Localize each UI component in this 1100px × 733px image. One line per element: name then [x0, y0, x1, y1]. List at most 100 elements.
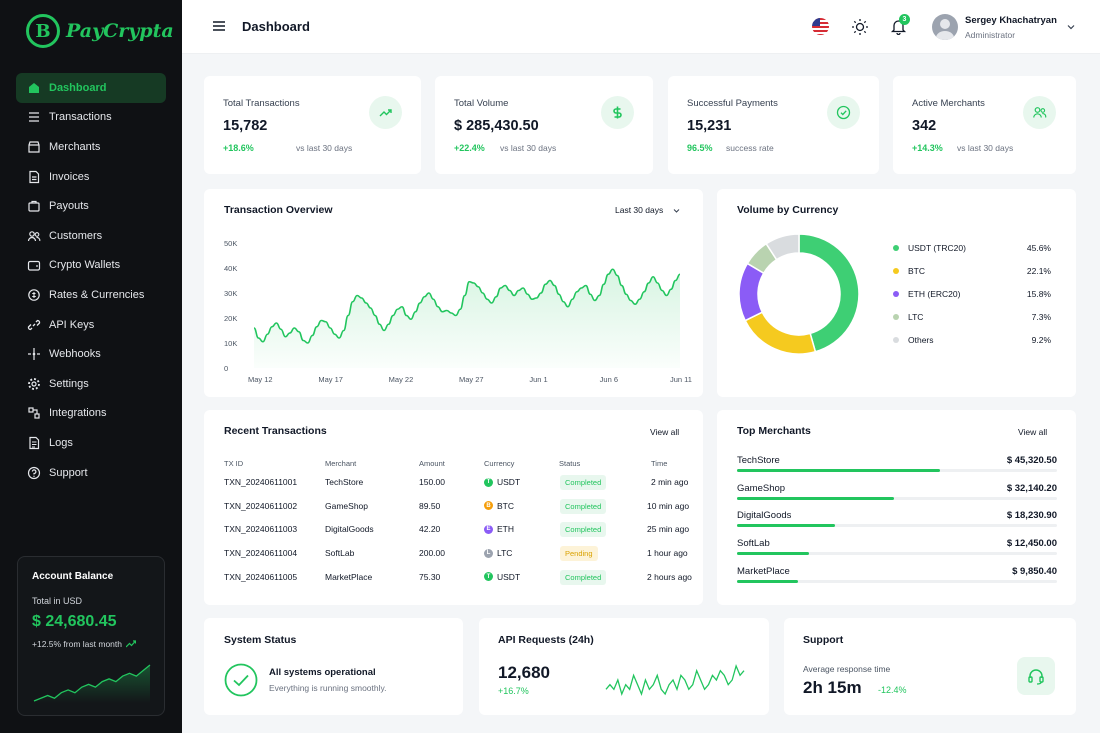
- table-row[interactable]: TXN_20240611004 SoftLab 200.00 L LTC Pending 1…: [204, 544, 704, 564]
- merchant-row[interactable]: TechStore $ 45,320.50: [737, 455, 1057, 483]
- date-range-value: Last 30 days: [615, 205, 664, 215]
- merchants-view-all-link[interactable]: View all: [1018, 427, 1048, 437]
- table-row[interactable]: TXN_20240611005 MarketPlace 75.30 T USDT Comp…: [204, 568, 704, 588]
- merchant-row[interactable]: DigitalGoods $ 18,230.90: [737, 510, 1057, 538]
- balance-change: +12.5% from last month: [32, 639, 150, 649]
- sidebar-item-webhooks[interactable]: Webhooks: [16, 339, 166, 369]
- sidebar-item-rates-currencies[interactable]: Rates & Currencies: [16, 280, 166, 310]
- sidebar-item-dashboard[interactable]: Dashboard: [16, 73, 166, 103]
- check-circle-icon: [224, 663, 258, 697]
- merchant-name: DigitalGoods: [737, 510, 792, 522]
- sidebar-item-customers[interactable]: Customers: [16, 221, 166, 251]
- theme-toggle-sun-icon[interactable]: [851, 18, 869, 36]
- tx-currency: B BTC: [484, 501, 514, 511]
- merchant-progress-track: [737, 524, 1057, 528]
- tx-amount: 150.00: [419, 477, 445, 487]
- tx-time: 2 hours ago: [647, 571, 692, 582]
- sidebar-item-support[interactable]: Support: [16, 458, 166, 488]
- check-circle-icon: [827, 96, 860, 129]
- legend-label: ETH (ERC20): [908, 289, 961, 299]
- legend-label: BTC: [908, 266, 925, 276]
- x-tick-label: Jun 6: [600, 375, 618, 384]
- account-balance-card: Account Balance Total in USD $ 24,680.45…: [17, 556, 165, 716]
- y-tick-label: 30K: [224, 289, 237, 298]
- table-row[interactable]: TXN_20240611002 GameShop 89.50 B BTC Complete…: [204, 497, 704, 517]
- tx-merchant: TechStore: [325, 477, 364, 487]
- x-tick-label: May 17: [318, 375, 343, 384]
- recent-view-all-link[interactable]: View all: [650, 427, 680, 437]
- sidebar-item-logs[interactable]: Logs: [16, 428, 166, 458]
- legend-item: LTC 7.3%: [893, 310, 1051, 324]
- sidebar-item-transactions[interactable]: Transactions: [16, 103, 166, 133]
- stat-label: Total Volume: [454, 98, 509, 109]
- sidebar-item-settings[interactable]: Settings: [16, 369, 166, 399]
- series-line: [253, 268, 681, 344]
- tx-id: TXN_20240611003: [224, 524, 298, 535]
- sidebar-item-label: Dashboard: [49, 81, 107, 94]
- sidebar-item-merchants[interactable]: Merchants: [16, 132, 166, 162]
- stat-label: Successful Payments: [687, 98, 778, 109]
- stat-change: +18.6%: [223, 143, 254, 153]
- sidebar-item-payouts[interactable]: Payouts: [16, 191, 166, 221]
- legend-item: ETH (ERC20) 15.8%: [893, 287, 1051, 301]
- user-name[interactable]: Sergey Khachatryan: [965, 15, 1057, 26]
- sidebar-item-api-keys[interactable]: API Keys: [16, 310, 166, 340]
- merchant-row[interactable]: SoftLab $ 12,450.00: [737, 538, 1057, 566]
- tx-id: TXN_20240611002: [224, 500, 298, 511]
- balance-amount: $ 24,680.45: [32, 613, 117, 630]
- menu-icon[interactable]: [212, 19, 226, 33]
- legend-label: USDT (TRC20): [908, 243, 966, 253]
- notification-count-badge: 3: [899, 14, 910, 25]
- webhook-icon: [27, 347, 41, 361]
- sidebar-item-crypto-wallets[interactable]: Crypto Wallets: [16, 251, 166, 281]
- balance-subtitle: Total in USD: [32, 596, 83, 606]
- tx-currency: L LTC: [484, 548, 512, 558]
- status-badge: Completed: [560, 498, 607, 514]
- transaction-overview-chart: 50K 40K 30K 20K 10K 0 May 12 May 17 May 22 May 27…: [224, 239, 692, 384]
- tx-time: 1 hour ago: [647, 548, 688, 559]
- sidebar-item-integrations[interactable]: Integrations: [16, 399, 166, 429]
- sidebar-item-invoices[interactable]: Invoices: [16, 162, 166, 192]
- merchant-amount: $ 18,230.90: [1006, 510, 1057, 522]
- merchant-row[interactable]: MarketPlace $ 9,850.40: [737, 566, 1057, 594]
- tx-time: 25 min ago: [647, 524, 690, 535]
- date-range-select[interactable]: Last 30 days: [615, 205, 680, 215]
- transaction-overview-title: Transaction Overview: [224, 204, 333, 216]
- status-badge: Completed: [560, 522, 607, 538]
- tx-id: TXN_20240611004: [224, 548, 298, 559]
- us-flag-icon[interactable]: [812, 18, 829, 35]
- tx-merchant: DigitalGoods: [325, 524, 374, 535]
- sidebar-item-label: Support: [49, 466, 88, 479]
- x-tick-label: May 27: [459, 375, 484, 384]
- legend-swatch: [893, 245, 899, 251]
- store-icon: [27, 140, 41, 154]
- brand-logo[interactable]: B PayCrypta: [26, 14, 174, 48]
- currency-code: LTC: [497, 548, 513, 559]
- balance-sparkline: [33, 664, 151, 703]
- legend-value: 15.8%: [1026, 289, 1051, 299]
- support-response-change: -12.4%: [878, 685, 907, 695]
- user-avatar[interactable]: [932, 14, 958, 40]
- merchant-progress-fill: [737, 496, 894, 500]
- x-tick-label: Jun 1: [529, 375, 547, 384]
- plug-icon: [27, 406, 41, 420]
- table-row[interactable]: TXN_20240611003 DigitalGoods 42.20 E ETH Comp…: [204, 520, 704, 540]
- merchant-progress-fill: [737, 524, 835, 528]
- stat-note: vs last 30 days: [957, 143, 1014, 153]
- y-tick-label: 40K: [224, 264, 237, 273]
- merchant-progress-fill: [737, 469, 941, 472]
- table-row[interactable]: TXN_20240611001 TechStore 150.00 T USDT Compl…: [204, 473, 704, 493]
- stat-label: Active Merchants: [912, 98, 985, 109]
- merchant-row[interactable]: GameShop $ 32,140.20: [737, 483, 1057, 511]
- stat-change: 96.5%: [687, 143, 713, 153]
- headset-icon: [1028, 669, 1044, 685]
- tx-time: 10 min ago: [647, 500, 690, 511]
- top-merchants-title: Top Merchants: [737, 425, 811, 437]
- chevron-down-icon[interactable]: [1066, 22, 1076, 32]
- trending-up-icon: [369, 96, 402, 129]
- sidebar-item-label: Merchants: [49, 140, 101, 153]
- legend-value: 22.1%: [1026, 266, 1051, 276]
- support-headset-button[interactable]: [1017, 657, 1055, 695]
- balance-title: Account Balance: [32, 571, 114, 582]
- volume-by-currency-card: Volume by Currency USDT (TRC20) 45.6% BTC 2…: [717, 189, 1076, 397]
